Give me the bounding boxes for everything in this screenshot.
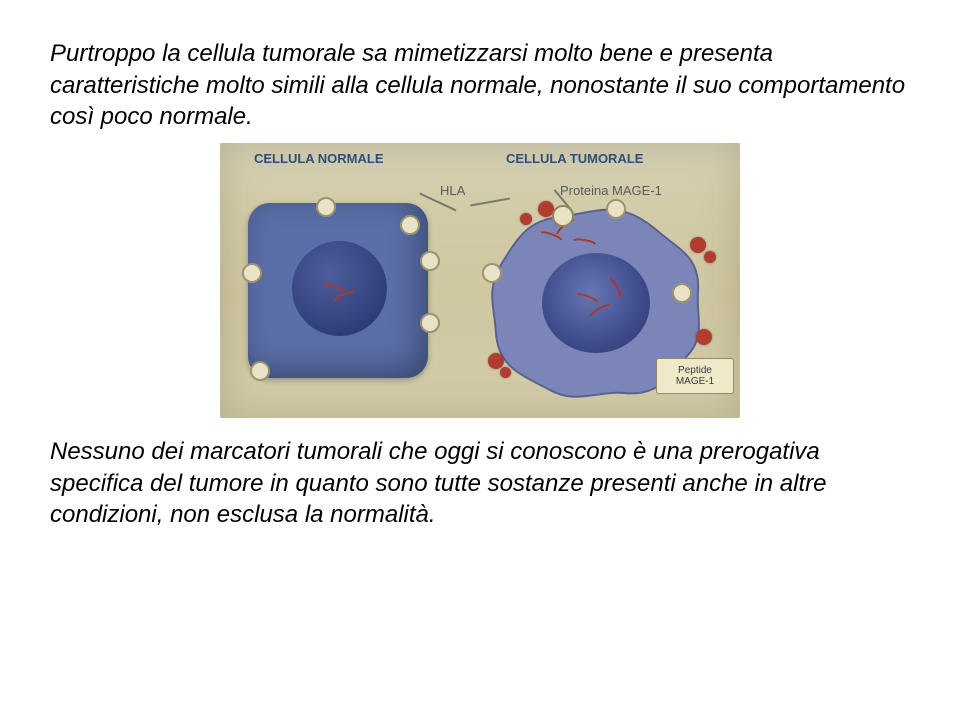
- peptide-label-line2: MAGE-1: [676, 376, 714, 387]
- antigen-icon: [500, 367, 511, 378]
- label-hla: HLA: [440, 183, 465, 198]
- peptide-label-line1: Peptide: [678, 365, 712, 376]
- cell-comparison-figure: CELLULA NORMALE CELLULA TUMORALE HLA Pro…: [220, 143, 740, 418]
- hla-receptor-icon: [316, 197, 336, 217]
- dna-strand: [599, 274, 625, 305]
- paragraph-2: Nessuno dei marcatori tumorali che oggi …: [50, 436, 910, 531]
- figure-container: CELLULA NORMALE CELLULA TUMORALE HLA Pro…: [50, 143, 910, 418]
- hla-receptor-icon: [420, 251, 440, 271]
- normal-cell-nucleus: [292, 241, 387, 336]
- hla-receptor-icon: [606, 199, 626, 219]
- label-normal-cell: CELLULA NORMALE: [254, 151, 384, 166]
- page: Purtroppo la cellula tumorale sa mimetiz…: [0, 0, 960, 720]
- peptide-label-box: Peptide MAGE-1: [656, 358, 734, 394]
- hla-receptor-icon: [420, 313, 440, 333]
- hla-receptor-icon: [400, 215, 420, 235]
- hla-receptor-icon: [250, 361, 270, 381]
- protein-dot-icon: [552, 205, 574, 227]
- antigen-icon: [488, 353, 504, 369]
- antigen-icon: [704, 251, 716, 263]
- hla-receptor-icon: [482, 263, 502, 283]
- hla-receptor-icon: [242, 263, 262, 283]
- antigen-icon: [696, 329, 712, 345]
- antigen-icon: [520, 213, 532, 225]
- label-tumor-cell: CELLULA TUMORALE: [506, 151, 643, 166]
- label-protein: Proteina MAGE-1: [560, 183, 662, 198]
- paragraph-1: Purtroppo la cellula tumorale sa mimetiz…: [50, 38, 910, 133]
- antigen-icon: [690, 237, 706, 253]
- hla-receptor-icon: [672, 283, 692, 303]
- tumor-cell-nucleus: [542, 253, 650, 353]
